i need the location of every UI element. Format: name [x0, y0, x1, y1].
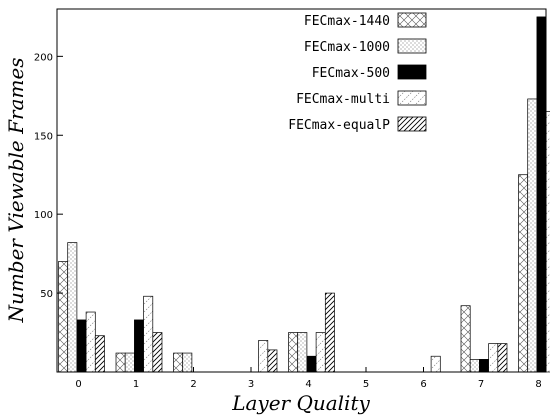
plot-frame: [56, 8, 547, 373]
legend-swatch-fecmax-1000: [397, 38, 427, 54]
bar-fecmax-multi-cat-8: [545, 111, 550, 373]
bar-fecmax-1440-cat-2: [173, 352, 184, 373]
x-tick-label: 6: [420, 379, 426, 390]
legend-label-fecmax-equalp: FECmax-equalP: [288, 118, 390, 133]
legend-label-fecmax-1440: FECmax-1440: [304, 14, 390, 29]
legend-swatch-fecmax-500: [397, 64, 427, 80]
y-tick-label: 150: [34, 131, 53, 142]
bar-fecmax-1440-cat-8: [518, 174, 529, 373]
bar-fecmax-equalp-cat-4: [324, 292, 335, 373]
x-tick-label: 8: [535, 379, 541, 390]
x-tick-label: 0: [75, 379, 81, 390]
bar-fecmax-1440-cat-0: [58, 261, 69, 373]
legend-label-fecmax-500: FECmax-500: [312, 66, 390, 81]
x-axis-title: Layer Quality: [231, 391, 370, 415]
bar-fecmax-equalp-cat-1: [152, 332, 163, 373]
bar-fecmax-multi-cat-4: [315, 332, 326, 373]
x-tick-label: 5: [363, 379, 369, 390]
bar-fecmax-multi-cat-3: [258, 340, 269, 373]
bar-fecmax-1000-cat-4: [297, 332, 308, 373]
bar-fecmax-multi-cat-1: [143, 295, 154, 373]
bar-fecmax-1440-cat-7: [460, 305, 471, 373]
bar-fecmax-1000-cat-2: [182, 352, 193, 373]
bar-fecmax-multi-cat-7: [488, 343, 499, 373]
x-tick-label: 2: [190, 379, 196, 390]
x-tick-label: 1: [133, 379, 139, 390]
x-tick-label: 4: [305, 379, 311, 390]
bar-fecmax-500-cat-1: [134, 319, 144, 373]
bar-fecmax-1440-cat-4: [288, 332, 299, 373]
bar-fecmax-1000-cat-1: [124, 352, 135, 373]
bars-group: [58, 16, 550, 373]
x-tick-label: 3: [248, 379, 254, 390]
bar-fecmax-1440-cat-1: [115, 352, 126, 373]
bar-fecmax-equalp-cat-3: [267, 349, 278, 373]
y-axis-title: Number Viewable Frames: [4, 57, 28, 323]
bar-fecmax-1000-cat-7: [469, 359, 480, 373]
y-tick-label: 100: [34, 210, 53, 221]
x-tick-label: 7: [478, 379, 484, 390]
y-tick-label: 200: [34, 52, 53, 63]
axes-group: 50 100 150 200 0 1 2 3 4 5 6 7 8: [34, 52, 546, 390]
legend-swatch-fecmax-1440: [397, 12, 427, 28]
bar-fecmax-equalp-cat-7: [497, 343, 508, 373]
bar-fecmax-multi-cat-0: [85, 311, 96, 373]
bar-fecmax-500-cat-0: [76, 319, 87, 373]
y-tick-label: 50: [40, 289, 53, 300]
bar-fecmax-multi-cat-6: [430, 355, 441, 373]
bar-fecmax-1000-cat-0: [67, 242, 78, 373]
legend-swatch-fecmax-multi: [397, 90, 427, 106]
bar-fecmax-1000-cat-8: [527, 98, 538, 373]
legend-label-fecmax-multi: FECmax-multi: [296, 92, 390, 107]
legend-swatch-fecmax-equalp: [397, 116, 427, 132]
legend-label-fecmax-1000: FECmax-1000: [304, 40, 390, 55]
bar-fecmax-500-cat-8: [536, 16, 547, 373]
bar-fecmax-equalp-cat-0: [94, 335, 105, 373]
legend: FECmax-1440 FECmax-1000 FECmax-500 FECmax-m…: [288, 12, 427, 133]
